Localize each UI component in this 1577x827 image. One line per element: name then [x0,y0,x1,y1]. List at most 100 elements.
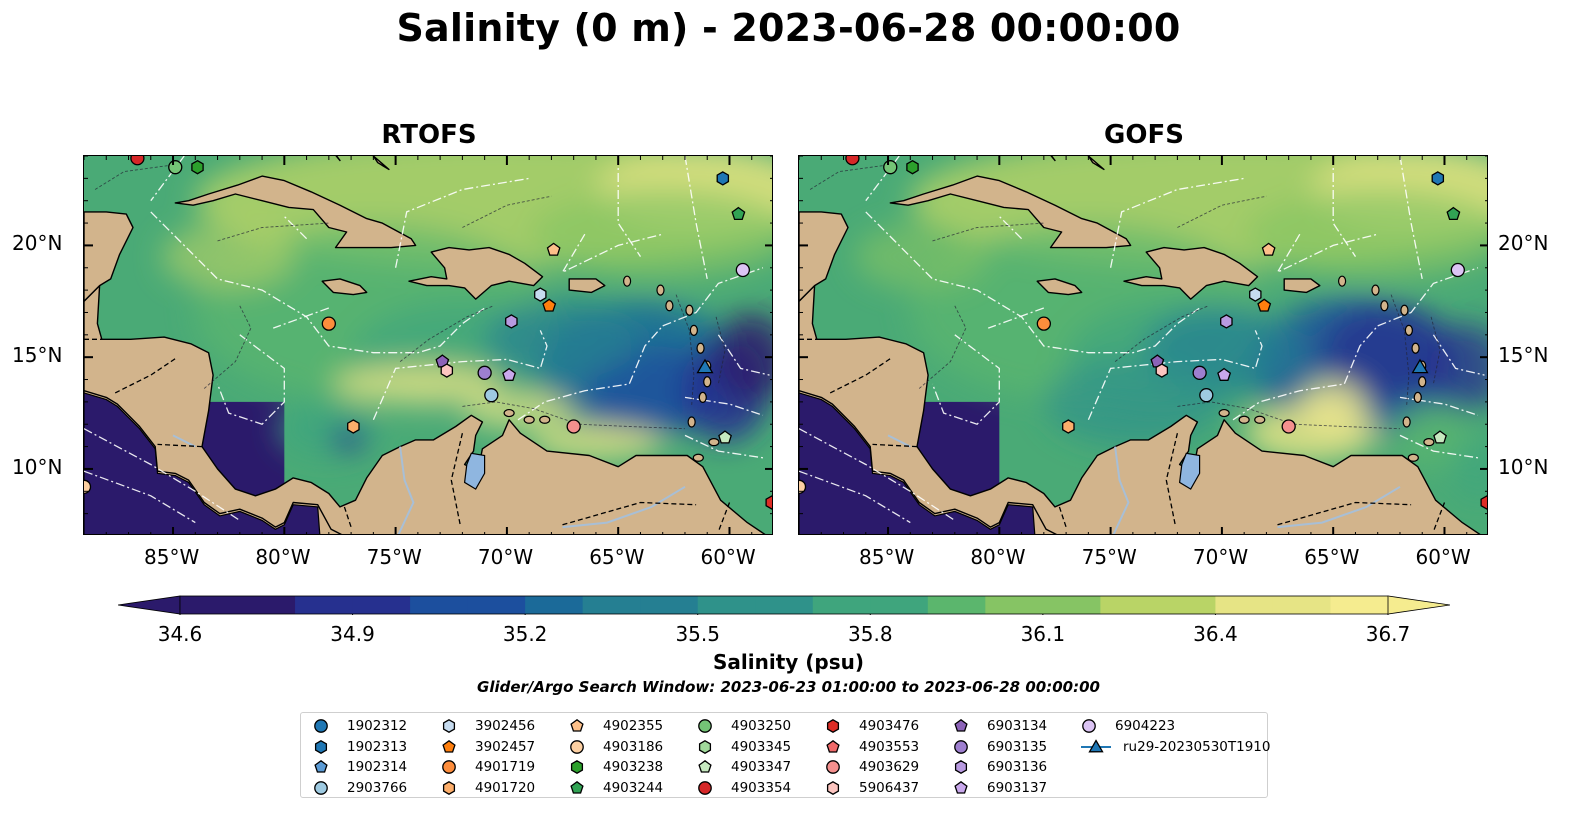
legend-item: 5906437 [823,779,919,797]
legend-marker-shape [698,739,712,754]
eez-boundary [684,156,708,280]
legend-item: 4903345 [695,738,791,756]
legend-marker-shape [314,759,328,773]
float-marker [1257,298,1272,312]
legend-marker-shape [698,780,712,795]
colorbar-segment [927,596,986,614]
colorbar-tick-label: 36.1 [1020,622,1066,646]
float-marker [484,388,499,403]
eez-boundary [799,470,911,524]
colorbar-segment [1100,596,1159,614]
lon-tick-label: 80°W [970,545,1026,569]
float-marker [1450,262,1465,278]
eez-boundary [987,307,1045,329]
colorbar-segment [525,596,584,614]
float-marker [1261,242,1276,256]
eez-boundary [1275,233,1378,274]
glider-marker [1411,358,1429,374]
panel-title-rtofs: RTOFS [381,120,477,150]
legend-item: 4903347 [695,758,791,776]
colorbar-svg [117,595,1451,615]
legend-item: 4903354 [695,779,791,797]
colorbar-segment [1272,596,1332,614]
colorbar-segment [352,596,411,614]
eez-boundary [1399,396,1479,416]
lat-tick-label-left: 15°N [12,343,63,368]
eez-boundary [84,470,196,524]
figure-title: Salinity (0 m) - 2023-06-28 00:00:00 [396,6,1181,50]
colorbar-tick-label: 36.7 [1365,622,1411,646]
legend-label: 6903135 [987,738,1048,755]
colorbar-segment [1330,596,1389,614]
axis-frame-ticks [799,156,1487,534]
legend-marker-icon [954,760,968,774]
eez-boundary [684,434,763,459]
eez-boundary [1332,156,1357,257]
legend-marker-shape [826,719,840,733]
eez-boundary [717,334,770,376]
legend-item: 4901720 [439,779,535,797]
float-marker [1036,316,1051,331]
legend-label: 4903347 [731,759,792,775]
legend-label: 1902313 [347,738,408,755]
land-puertorico [1283,278,1321,294]
float-marker [883,160,898,175]
eez-boundary [84,428,241,521]
lon-tick-label: 85°W [859,545,915,569]
lat-tick-label-right: 10°N [1498,454,1549,479]
legend-item: 2903766 [311,779,407,797]
legend-label: 4903186 [603,738,664,755]
legend-item: 6903136 [951,758,1047,776]
colorbar-segment [755,596,814,614]
eez-boundary [617,156,642,257]
legend: 1902312 1902313 1902314 2903766 3902456 39024… [300,712,1270,798]
colorbar [117,595,1451,615]
lon-tick-label: 65°W [1304,545,1360,569]
land-bahamas2 [1087,156,1105,171]
legend-label: 4901720 [475,779,536,796]
legend-item: 4903238 [567,758,663,776]
legend-label: 2903766 [347,779,408,796]
eez-boundary [1399,156,1423,280]
land-jamaica [1036,278,1083,296]
legend-item: 6904223 [1079,717,1175,735]
legend-marker-shape [570,780,584,794]
legend-item: 4903629 [823,758,919,776]
legend-marker-shape [442,719,456,733]
map-panel-gofs [798,155,1488,535]
float-marker [1192,365,1207,380]
legend-marker-shape [826,760,840,774]
lat-tick-label-left: 10°N [12,454,63,479]
lon-tick-label: 85°W [144,545,200,569]
legend-marker-icon [442,719,456,733]
lon-tick-label: 75°W [1081,545,1137,569]
legend-item: 3902457 [439,738,535,756]
eez-boundary [1432,334,1485,376]
float-marker [1431,171,1445,186]
eez-boundary [865,156,900,202]
colorbar-tick-label: 36.4 [1193,622,1238,646]
legend-marker-icon [698,780,712,795]
float-marker [542,298,557,312]
legend-label: 3902456 [475,718,536,734]
legend-marker-shape [954,739,968,754]
eez-boundary [560,233,663,274]
float-marker [130,156,145,166]
legend-item: ru29-20230530T1910 [1079,738,1270,756]
legend-label: 6903134 [987,718,1048,734]
colorbar-segment [467,596,526,614]
land-cuba [174,175,417,249]
legend-marker-shape [954,780,968,794]
eez-boundary [150,211,485,354]
float-marker [845,156,860,166]
colorbar-segment [985,596,1044,614]
legend-item: 4901719 [439,758,535,776]
legend-marker-icon [570,739,584,754]
legend-label: 4903476 [859,718,920,734]
float-marker [84,479,92,494]
eez-boundary [216,334,285,425]
land-bahamas1 [1050,156,1056,162]
legend-marker-icon [442,780,456,795]
eez-boundary [865,211,1200,354]
float-marker [321,316,336,331]
